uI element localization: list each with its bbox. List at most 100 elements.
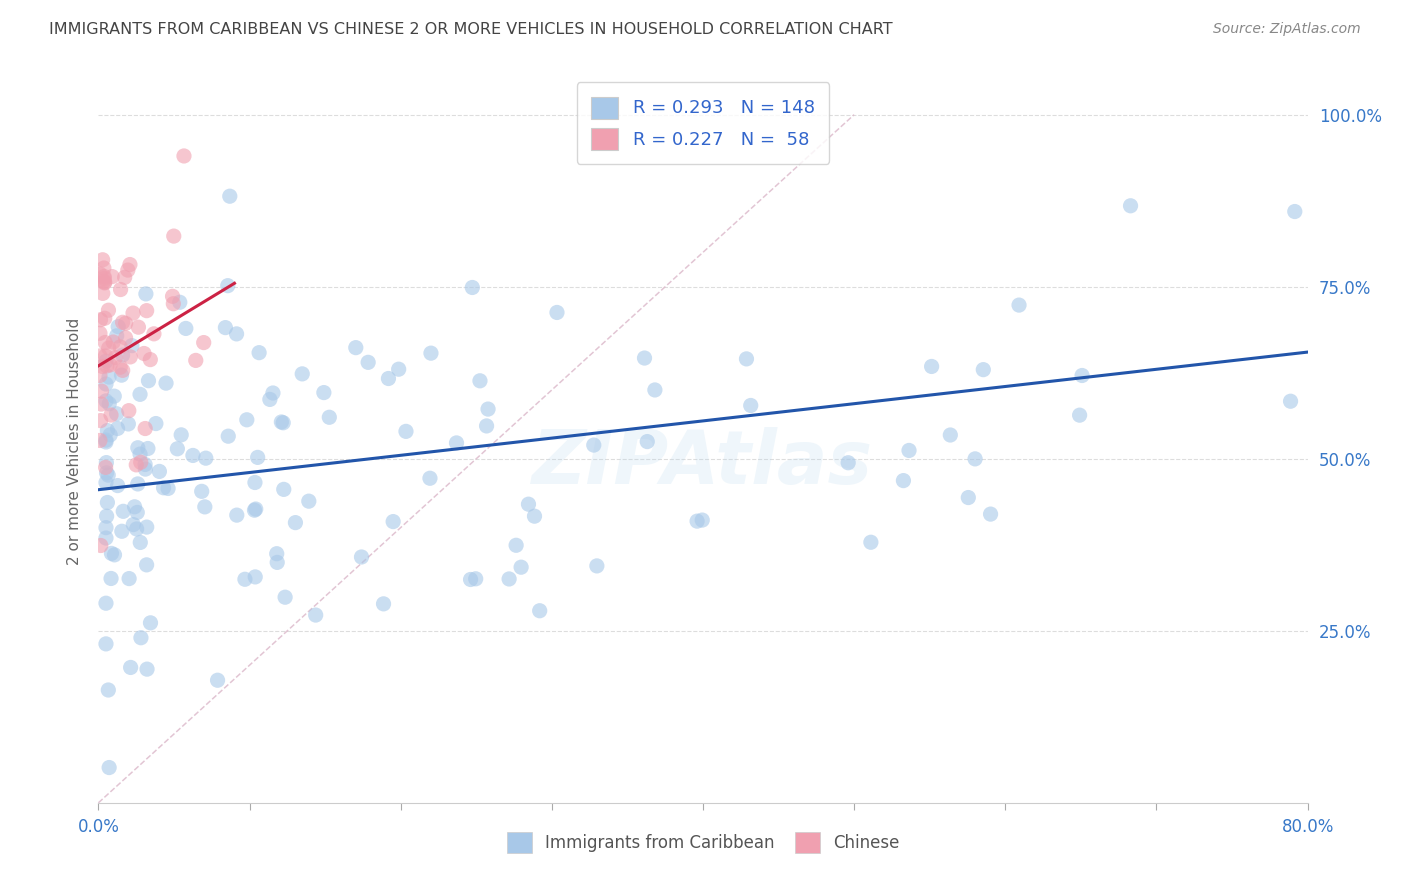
Point xyxy=(446,436,468,450)
Point xyxy=(112,504,135,518)
Point xyxy=(134,458,156,472)
Point xyxy=(193,335,215,350)
Point xyxy=(97,303,120,318)
Point xyxy=(114,270,136,285)
Point xyxy=(129,387,152,401)
Point xyxy=(636,434,658,449)
Point xyxy=(125,458,148,472)
Point xyxy=(243,475,266,490)
Point xyxy=(105,328,128,343)
Point xyxy=(586,558,609,573)
Point xyxy=(582,438,605,452)
Point xyxy=(139,615,162,630)
Point xyxy=(110,283,132,297)
Text: IMMIGRANTS FROM CARIBBEAN VS CHINESE 2 OR MORE VEHICLES IN HOUSEHOLD CORRELATION: IMMIGRANTS FROM CARIBBEAN VS CHINESE 2 O… xyxy=(49,22,893,37)
Point xyxy=(94,637,117,651)
Point xyxy=(103,548,125,562)
Point xyxy=(184,353,207,368)
Point xyxy=(94,377,117,392)
Point xyxy=(162,297,184,311)
Point xyxy=(96,495,118,509)
Point xyxy=(690,513,713,527)
Point xyxy=(100,572,122,586)
Point xyxy=(127,441,149,455)
Point xyxy=(344,341,367,355)
Point xyxy=(162,289,184,303)
Point xyxy=(94,475,117,490)
Point xyxy=(373,597,395,611)
Point xyxy=(97,683,120,698)
Point xyxy=(103,334,125,349)
Point xyxy=(111,315,134,329)
Point xyxy=(136,442,159,456)
Point xyxy=(357,355,380,369)
Point xyxy=(139,352,162,367)
Point xyxy=(194,500,217,514)
Point xyxy=(686,514,709,528)
Point xyxy=(94,433,117,447)
Point xyxy=(135,286,157,301)
Point xyxy=(135,558,157,572)
Point xyxy=(163,229,186,244)
Point xyxy=(233,572,256,586)
Point xyxy=(93,274,115,288)
Point xyxy=(91,359,114,374)
Point xyxy=(169,295,191,310)
Point xyxy=(136,662,159,676)
Point xyxy=(461,280,484,294)
Point xyxy=(1119,199,1142,213)
Point xyxy=(284,516,307,530)
Point xyxy=(740,399,762,413)
Point xyxy=(382,515,405,529)
Point xyxy=(94,521,117,535)
Point xyxy=(91,252,114,267)
Point xyxy=(505,538,527,552)
Point xyxy=(460,573,482,587)
Point xyxy=(110,360,132,375)
Point xyxy=(735,351,758,366)
Point xyxy=(517,497,540,511)
Point xyxy=(152,481,174,495)
Point xyxy=(145,417,167,431)
Point xyxy=(127,505,149,519)
Point xyxy=(94,460,117,475)
Point xyxy=(312,385,335,400)
Point xyxy=(135,303,157,318)
Point xyxy=(225,326,247,341)
Point xyxy=(98,427,121,442)
Point xyxy=(118,403,141,417)
Point xyxy=(395,425,418,439)
Point xyxy=(111,524,134,539)
Point xyxy=(236,413,259,427)
Point xyxy=(118,572,141,586)
Point xyxy=(120,350,142,364)
Point xyxy=(89,326,111,341)
Text: Source: ZipAtlas.com: Source: ZipAtlas.com xyxy=(1213,22,1361,37)
Point xyxy=(468,374,491,388)
Point xyxy=(89,313,111,327)
Point xyxy=(350,549,373,564)
Point xyxy=(93,269,115,284)
Point xyxy=(142,326,165,341)
Point xyxy=(157,482,180,496)
Point xyxy=(93,276,115,290)
Point xyxy=(127,320,149,334)
Point xyxy=(120,660,142,674)
Point xyxy=(122,517,145,532)
Point xyxy=(181,449,204,463)
Point xyxy=(98,370,121,384)
Point xyxy=(93,275,115,289)
Point xyxy=(110,368,132,383)
Point xyxy=(274,591,297,605)
Point xyxy=(1284,204,1306,219)
Point xyxy=(859,535,882,549)
Point xyxy=(247,345,270,359)
Point xyxy=(510,560,533,574)
Point xyxy=(965,451,987,466)
Point xyxy=(132,346,155,360)
Point xyxy=(104,351,127,365)
Point xyxy=(122,306,145,320)
Point xyxy=(217,278,239,293)
Point xyxy=(114,317,136,331)
Point xyxy=(134,462,156,476)
